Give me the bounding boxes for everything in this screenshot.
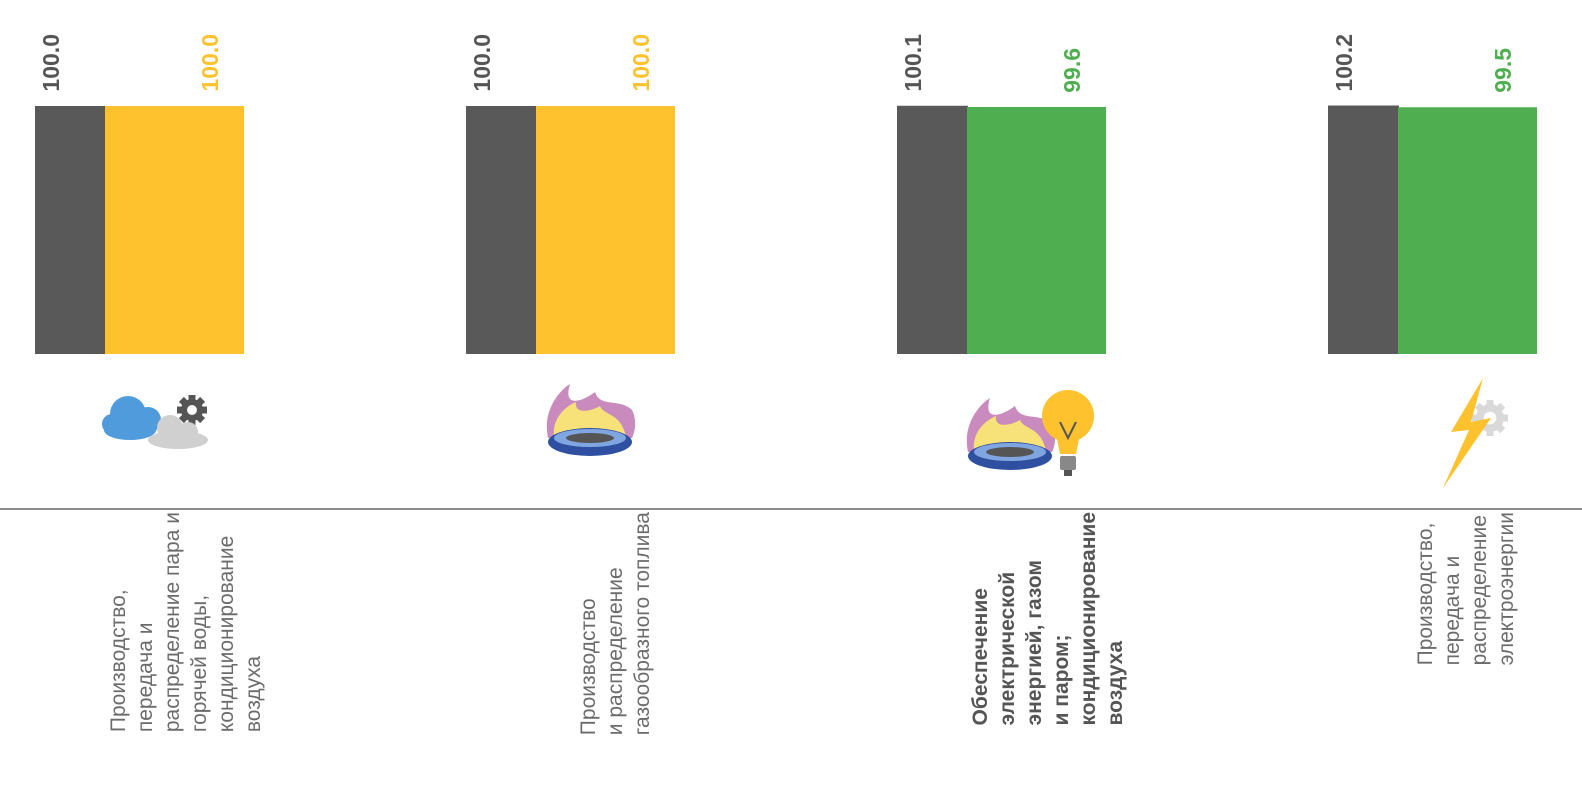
- category-axis-line: [0, 508, 1582, 510]
- value-label-s1-c1: 100.0: [630, 34, 653, 92]
- bar-s1-c2: [967, 107, 1106, 354]
- value-label-s1-c3: 99.5: [1492, 48, 1515, 93]
- bar-s0-c0: [35, 106, 106, 354]
- value-label-s0-c3: 100.2: [1333, 34, 1356, 92]
- value-label-s0-c1: 100.0: [471, 34, 494, 92]
- bar-s0-c1: [466, 106, 537, 354]
- bar-s0-c3: [1328, 106, 1399, 354]
- value-label-s0-c0: 100.0: [40, 34, 63, 92]
- value-label-s0-c2: 100.1: [902, 34, 925, 92]
- lightning-gear-icon: [1395, 372, 1545, 492]
- bar-s1-c3: [1398, 107, 1537, 354]
- bar-s1-c0: [105, 106, 244, 354]
- bar-s0-c2: [897, 106, 968, 354]
- burner-lightbulb-icon: [960, 372, 1110, 492]
- gas-burner-icon: [515, 372, 665, 492]
- category-label-1: Производство и распределение газообразно…: [575, 512, 656, 735]
- category-label-3: Производство, передача и распределение э…: [1412, 512, 1520, 665]
- cloud-gear-icon: [90, 372, 240, 492]
- bar-s1-c1: [536, 106, 675, 354]
- value-label-s1-c0: 100.0: [199, 34, 222, 92]
- value-label-s1-c2: 99.6: [1061, 48, 1084, 93]
- category-label-0: Производство, передача и распределение п…: [105, 512, 267, 732]
- category-label-2: Обеспечение электрической энергией, газо…: [967, 512, 1129, 725]
